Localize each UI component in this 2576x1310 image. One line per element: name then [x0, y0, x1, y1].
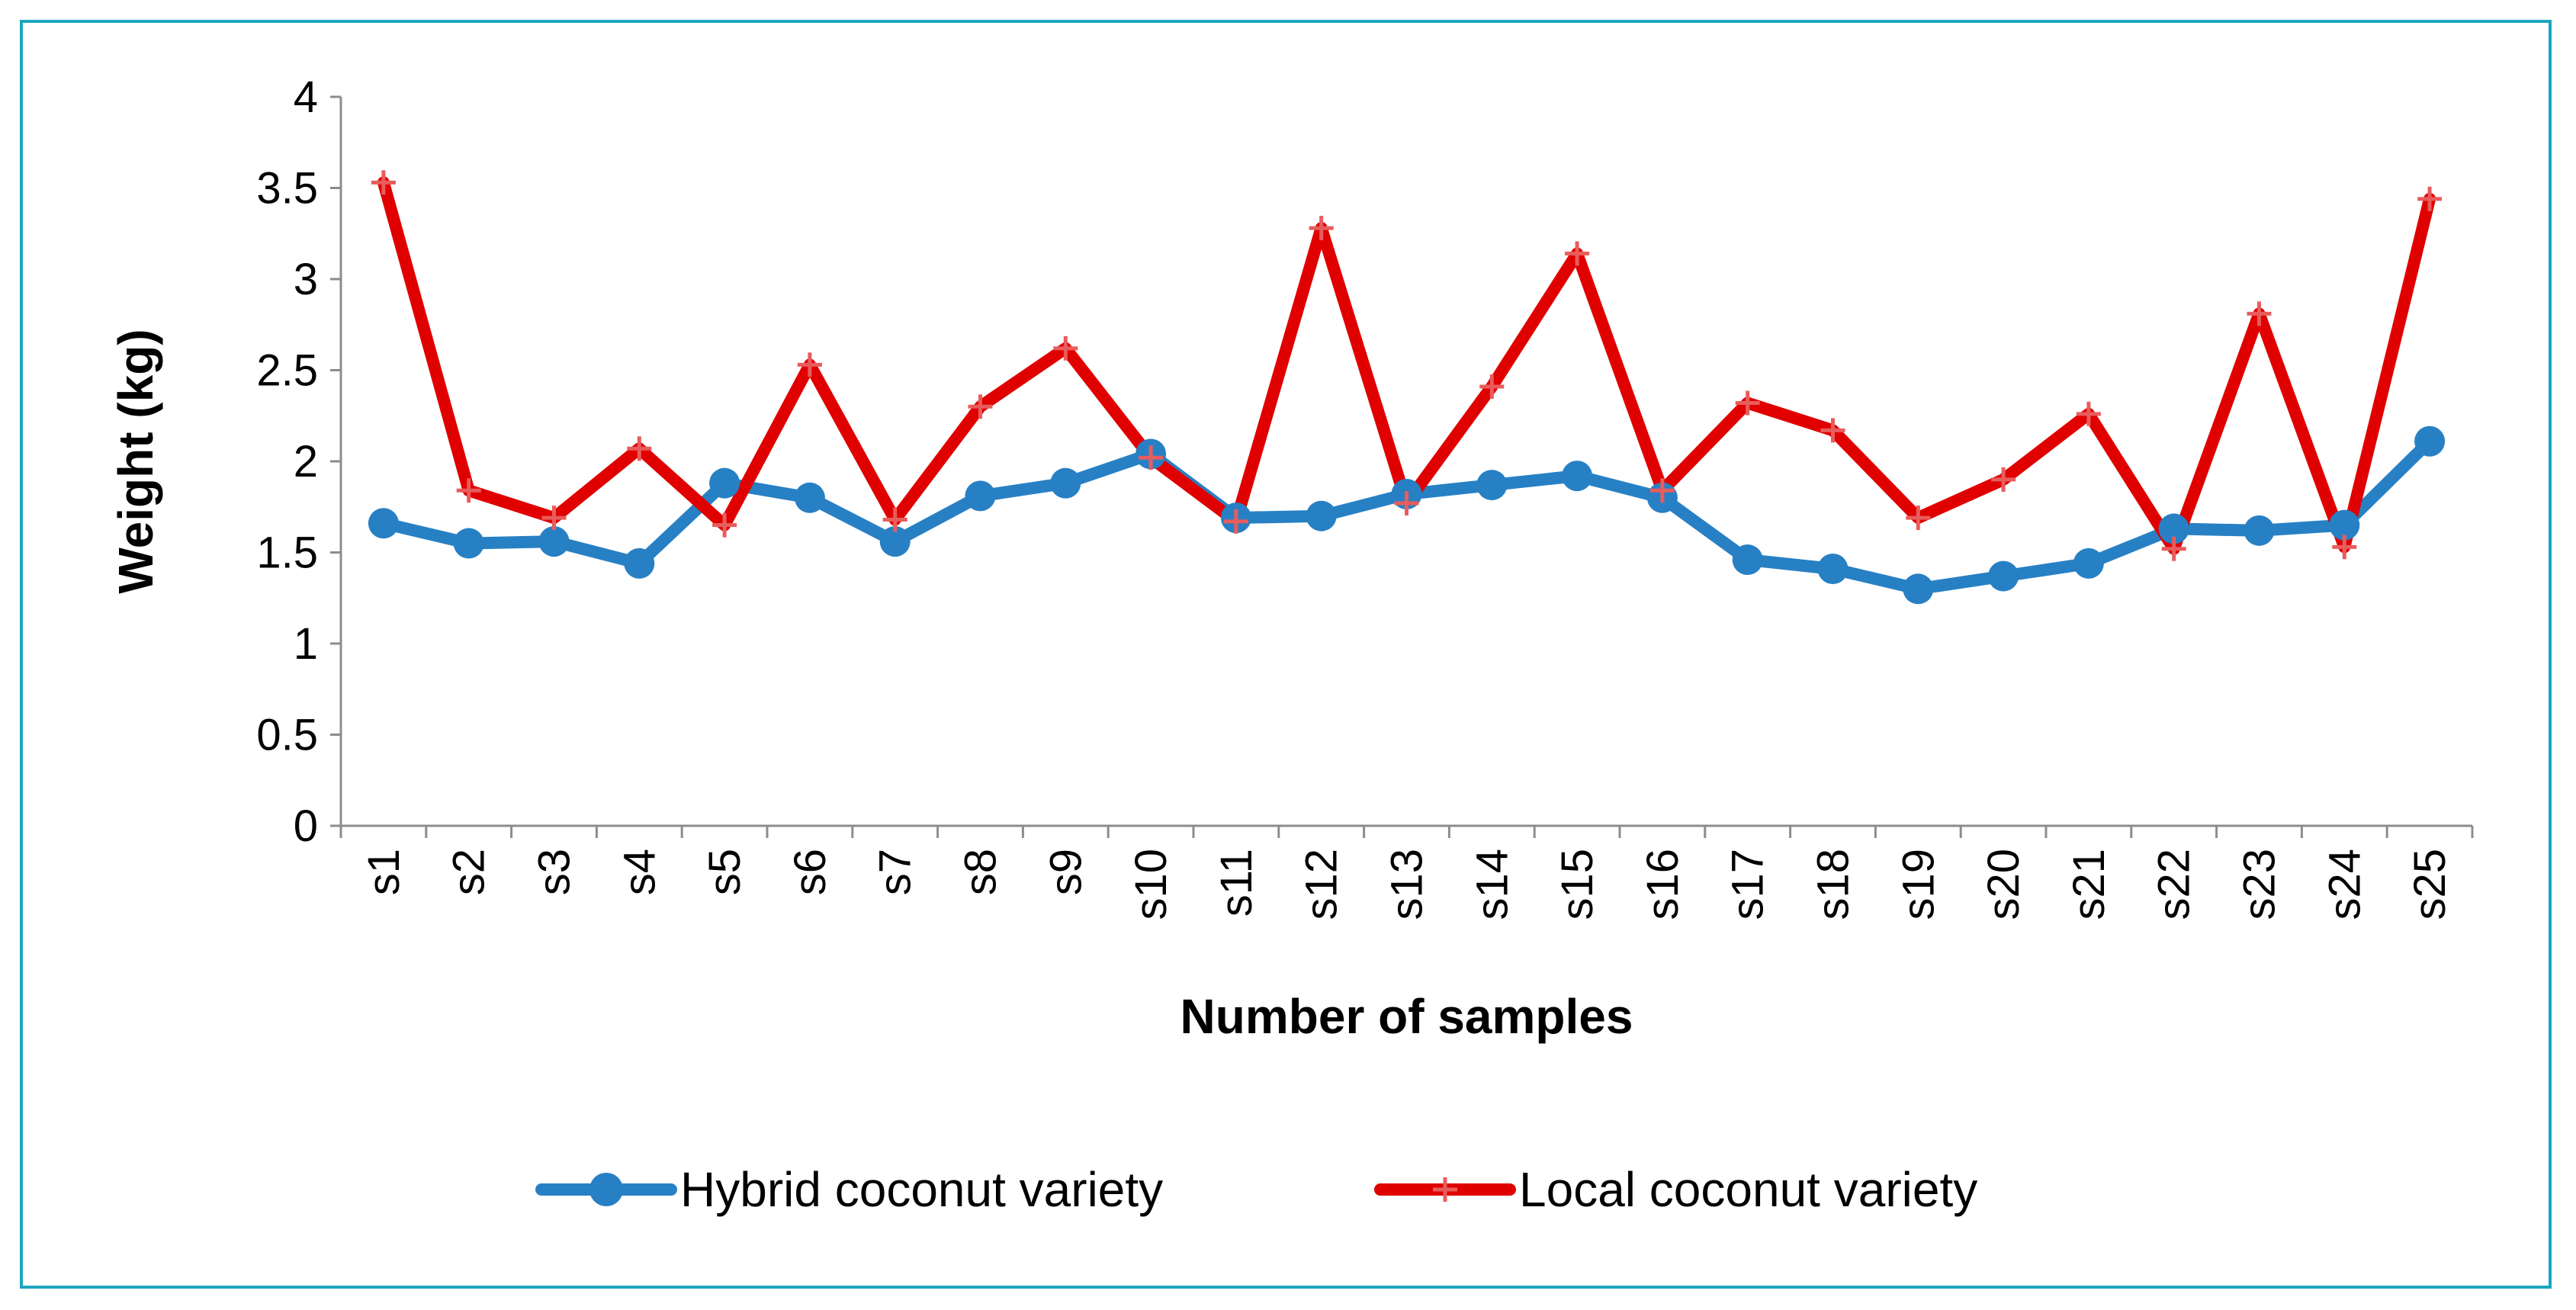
local-data-point: [1394, 490, 1419, 515]
hybrid-data-point: [1903, 573, 1934, 605]
x-tick-label: s3: [530, 849, 580, 895]
x-tick-label: s13: [1383, 849, 1432, 920]
x-tick-label: s25: [2405, 849, 2455, 920]
x-tick-label: s5: [700, 849, 750, 895]
x-tick-label: s7: [871, 849, 920, 895]
local-data-point: [541, 506, 567, 531]
local-data-point: [456, 478, 481, 503]
local-data-point: [797, 352, 822, 377]
y-tick-label: 4: [294, 72, 318, 122]
x-tick-label: s15: [1553, 849, 1602, 920]
x-tick-label: s10: [1126, 849, 1176, 920]
line-chart: 0 0.5 1 1.5 2 2.5 3 3.5 4 s1 s2 s3 s4 s5 s6 s7 s8 s9 s10 s1…: [108, 72, 2474, 1217]
x-tick-label: s23: [2235, 849, 2285, 920]
x-tick-label: s14: [1467, 849, 1517, 920]
x-tick-label: s9: [1041, 849, 1090, 895]
legend-label: Local coconut variety: [1519, 1162, 1977, 1217]
local-data-point: [1906, 506, 1931, 531]
x-tick-label: s11: [1212, 849, 1261, 917]
chart-frame: 0 0.5 1 1.5 2 2.5 3 3.5 4 s1 s2 s3 s4 s5 s6 s7 s8 s9 s10 s1…: [20, 20, 2552, 1289]
local-data-point: [968, 394, 993, 419]
series-lines: [377, 176, 2436, 596]
hybrid-data-point: [1476, 470, 1508, 501]
y-tick-label: 3: [294, 255, 318, 304]
local-data-point: [1053, 336, 1078, 361]
chart-axes: [330, 95, 2474, 838]
local-data-point: [1649, 478, 1675, 503]
x-tick-label: s12: [1297, 849, 1347, 920]
local-data-point: [1139, 445, 1164, 470]
series-markers: [368, 170, 2446, 605]
local-data-point: [1735, 390, 1760, 416]
local-data-point: [882, 507, 907, 532]
chart-legend: Hybrid coconut variety Local coconut vari…: [535, 1162, 1977, 1217]
y-tick-label: 1.5: [256, 528, 318, 578]
local-data-point: [1565, 241, 1590, 266]
local-data-point: [2076, 401, 2101, 426]
x-tick-label: s4: [615, 849, 664, 895]
x-axis-title: Number of samples: [1180, 989, 1633, 1044]
local-data-point: [2332, 535, 2357, 560]
hybrid-data-point: [2158, 513, 2189, 544]
hybrid-data-point: [368, 508, 399, 539]
legend-item-hybrid: Hybrid coconut variety: [535, 1162, 1163, 1217]
local-data-point: [2247, 301, 2272, 326]
hybrid-data-point: [2414, 425, 2446, 457]
local-data-point: [1991, 467, 2016, 492]
local-data-point: [1309, 216, 1334, 241]
x-tick-label: s21: [2064, 849, 2114, 920]
y-axis-title: Weight (kg): [108, 329, 163, 593]
x-tick-label: s19: [1893, 849, 1943, 920]
hybrid-data-point: [2244, 515, 2275, 546]
hybrid-data-point: [538, 526, 570, 557]
hybrid-data-point: [879, 526, 911, 557]
local-data-point: [1820, 418, 1845, 443]
hybrid-data-point: [965, 480, 996, 512]
local-data-point: [627, 436, 652, 461]
y-tick-label: 0.5: [256, 711, 318, 760]
x-tick-label: s24: [2320, 849, 2369, 920]
x-tick-label: s20: [1979, 849, 2028, 920]
local-data-point: [1223, 509, 1248, 534]
local-data-point: [371, 170, 396, 195]
hybrid-data-point: [1562, 461, 1593, 492]
x-tick-label: s18: [1809, 849, 1858, 920]
hybrid-data-point: [1050, 467, 1081, 499]
local-data-point: [2417, 186, 2443, 211]
hybrid-data-point: [794, 482, 825, 513]
tick-labels: 0 0.5 1 1.5 2 2.5 3 3.5 4 s1 s2 s3 s4 s5 s6 s7 s8 s9 s10 s1…: [256, 72, 2455, 920]
y-tick-label: 2: [294, 437, 318, 486]
x-tick-label: s1: [359, 849, 409, 895]
local-data-point: [1479, 374, 1505, 400]
hybrid-data-point: [709, 467, 740, 499]
y-tick-label: 1: [294, 619, 318, 669]
x-tick-label: s6: [785, 849, 835, 895]
x-tick-label: s16: [1638, 849, 1688, 920]
hybrid-data-point: [624, 547, 655, 579]
x-tick-label: s8: [956, 849, 1006, 895]
legend-label: Hybrid coconut variety: [680, 1162, 1163, 1217]
legend-item-local: Local coconut variety: [1374, 1162, 1977, 1217]
y-tick-label: 2.5: [256, 346, 318, 396]
hybrid-data-point: [453, 528, 484, 559]
hybrid-data-point: [2073, 547, 2104, 579]
y-tick-label: 0: [294, 801, 318, 851]
hybrid-data-point: [1306, 500, 1337, 531]
local-data-point: [712, 512, 737, 538]
x-tick-label: s17: [1723, 849, 1773, 920]
x-tick-label: s2: [445, 849, 494, 895]
local-data-point: [2161, 536, 2186, 561]
x-tick-label: s22: [2150, 849, 2199, 920]
legend-circle-marker: [589, 1173, 623, 1206]
hybrid-data-point: [1732, 544, 1763, 576]
hybrid-data-point: [2329, 509, 2360, 541]
y-tick-label: 3.5: [256, 164, 318, 214]
hybrid-data-point: [1988, 560, 2019, 592]
hybrid-data-point: [1817, 554, 1848, 585]
